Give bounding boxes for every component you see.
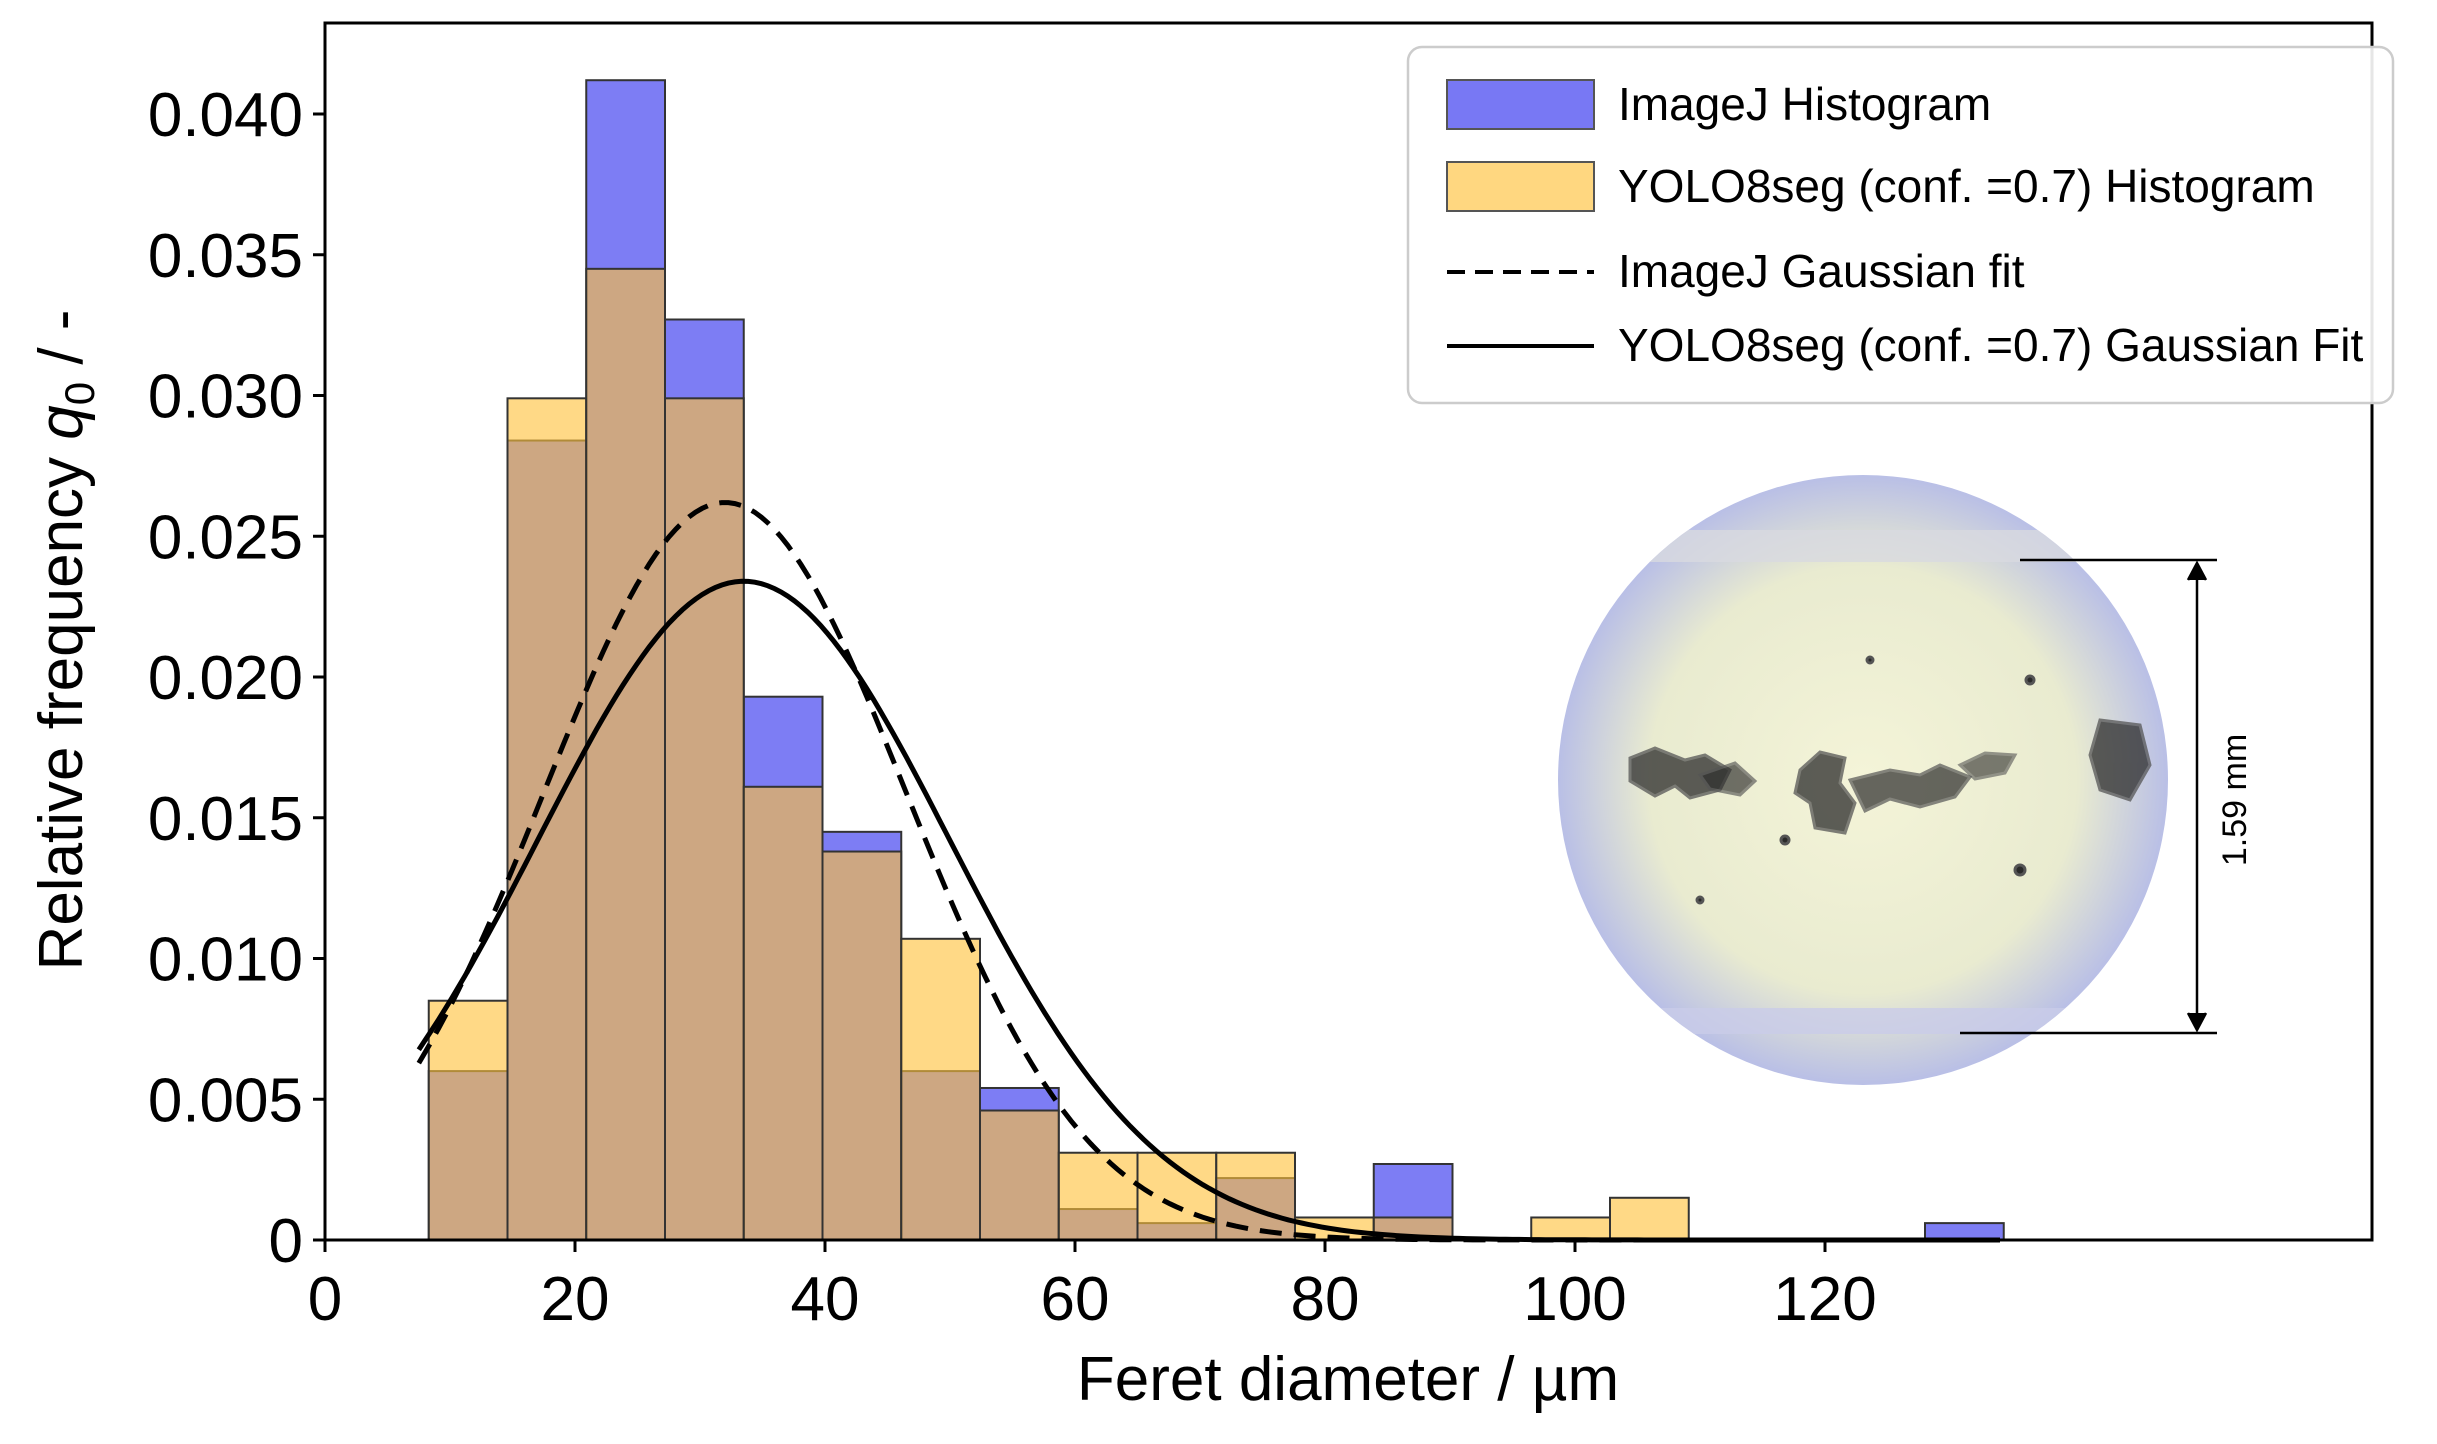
- x-tick-label-4: 80: [1291, 1265, 1360, 1334]
- legend: ImageJ Histogram YOLO8seg (conf. =0.7) H…: [1406, 45, 2395, 405]
- y-tick-label-6: 0.030: [148, 363, 303, 432]
- x-axis-label: Feret diameter / µm: [1077, 1345, 1619, 1414]
- x-tick-label-3: 60: [1041, 1265, 1110, 1334]
- y-tick-label-8: 0.040: [148, 81, 303, 150]
- inset-capillary-bottom: [1558, 1008, 2168, 1034]
- y-tick-label-3: 0.015: [148, 785, 303, 854]
- y-axis-label-subscript: 0: [56, 382, 103, 405]
- y-tick-label-1: 0.005: [148, 1066, 303, 1135]
- bar-yolo-2: [585, 267, 666, 1241]
- legend-label-yolo-histogram: YOLO8seg (conf. =0.7) Histogram: [1618, 160, 2315, 212]
- legend-label-imagej-fit: ImageJ Gaussian fit: [1618, 245, 2025, 297]
- plot-frame: [323, 21, 2374, 1242]
- bar-yolo-5: [821, 850, 903, 1242]
- inset-scale-bar: [1960, 558, 2217, 1035]
- bar-yolo-14: [1530, 1216, 1611, 1241]
- y-axis-label-symbol: q: [27, 405, 96, 440]
- bar-yolo-3: [664, 397, 745, 1241]
- y-tick-label-2: 0.010: [148, 926, 303, 995]
- inset-capillary-top: [1558, 530, 2168, 562]
- inset-scale-label: 1.59 mm: [2216, 734, 2254, 866]
- legend-swatch-imagej: [1446, 79, 1595, 130]
- y-tick-label-0: 0: [269, 1207, 303, 1276]
- bar-yolo-7: [979, 1109, 1060, 1242]
- y-axis-label-main: Relative frequency: [27, 440, 96, 971]
- bar-yolo-6: [900, 937, 981, 1241]
- legend-label-yolo-fit: YOLO8seg (conf. =0.7) Gaussian Fit: [1618, 319, 2364, 371]
- bar-yolo-4: [742, 785, 824, 1241]
- bar-yolo-15: [1609, 1196, 1690, 1242]
- inset-particles: [1628, 655, 2152, 905]
- inset-micrograph: 1.59 mm: [1558, 475, 2254, 1085]
- bar-yolo-8: [1057, 1151, 1139, 1241]
- x-tick-label-1: 20: [541, 1265, 610, 1334]
- y-axis-label: Relative frequency q0 / -: [27, 310, 103, 971]
- y-tick-label-4: 0.020: [148, 644, 303, 713]
- x-tick-label-5: 100: [1523, 1265, 1626, 1334]
- legend-label-imagej-histogram: ImageJ Histogram: [1618, 78, 1991, 130]
- y-tick-label-5: 0.025: [148, 503, 303, 572]
- histogram-bars: [427, 79, 2005, 1242]
- x-tick-label-6: 120: [1773, 1265, 1876, 1334]
- x-tick-label-2: 40: [791, 1265, 860, 1334]
- legend-swatch-yolo: [1446, 161, 1595, 212]
- x-tick-label-0: 0: [308, 1265, 342, 1334]
- legend-box: [1406, 45, 2395, 405]
- y-tick-label-7: 0.035: [148, 222, 303, 291]
- bar-yolo-0: [427, 999, 509, 1241]
- bar-imagej-19: [1924, 1222, 2005, 1241]
- axis-ticks: 0 20 40 60 80 100 120 0 0.005 0.010 0.015 0.020 0.02…: [148, 81, 1877, 1334]
- y-axis-label-suffix: / -: [27, 310, 96, 382]
